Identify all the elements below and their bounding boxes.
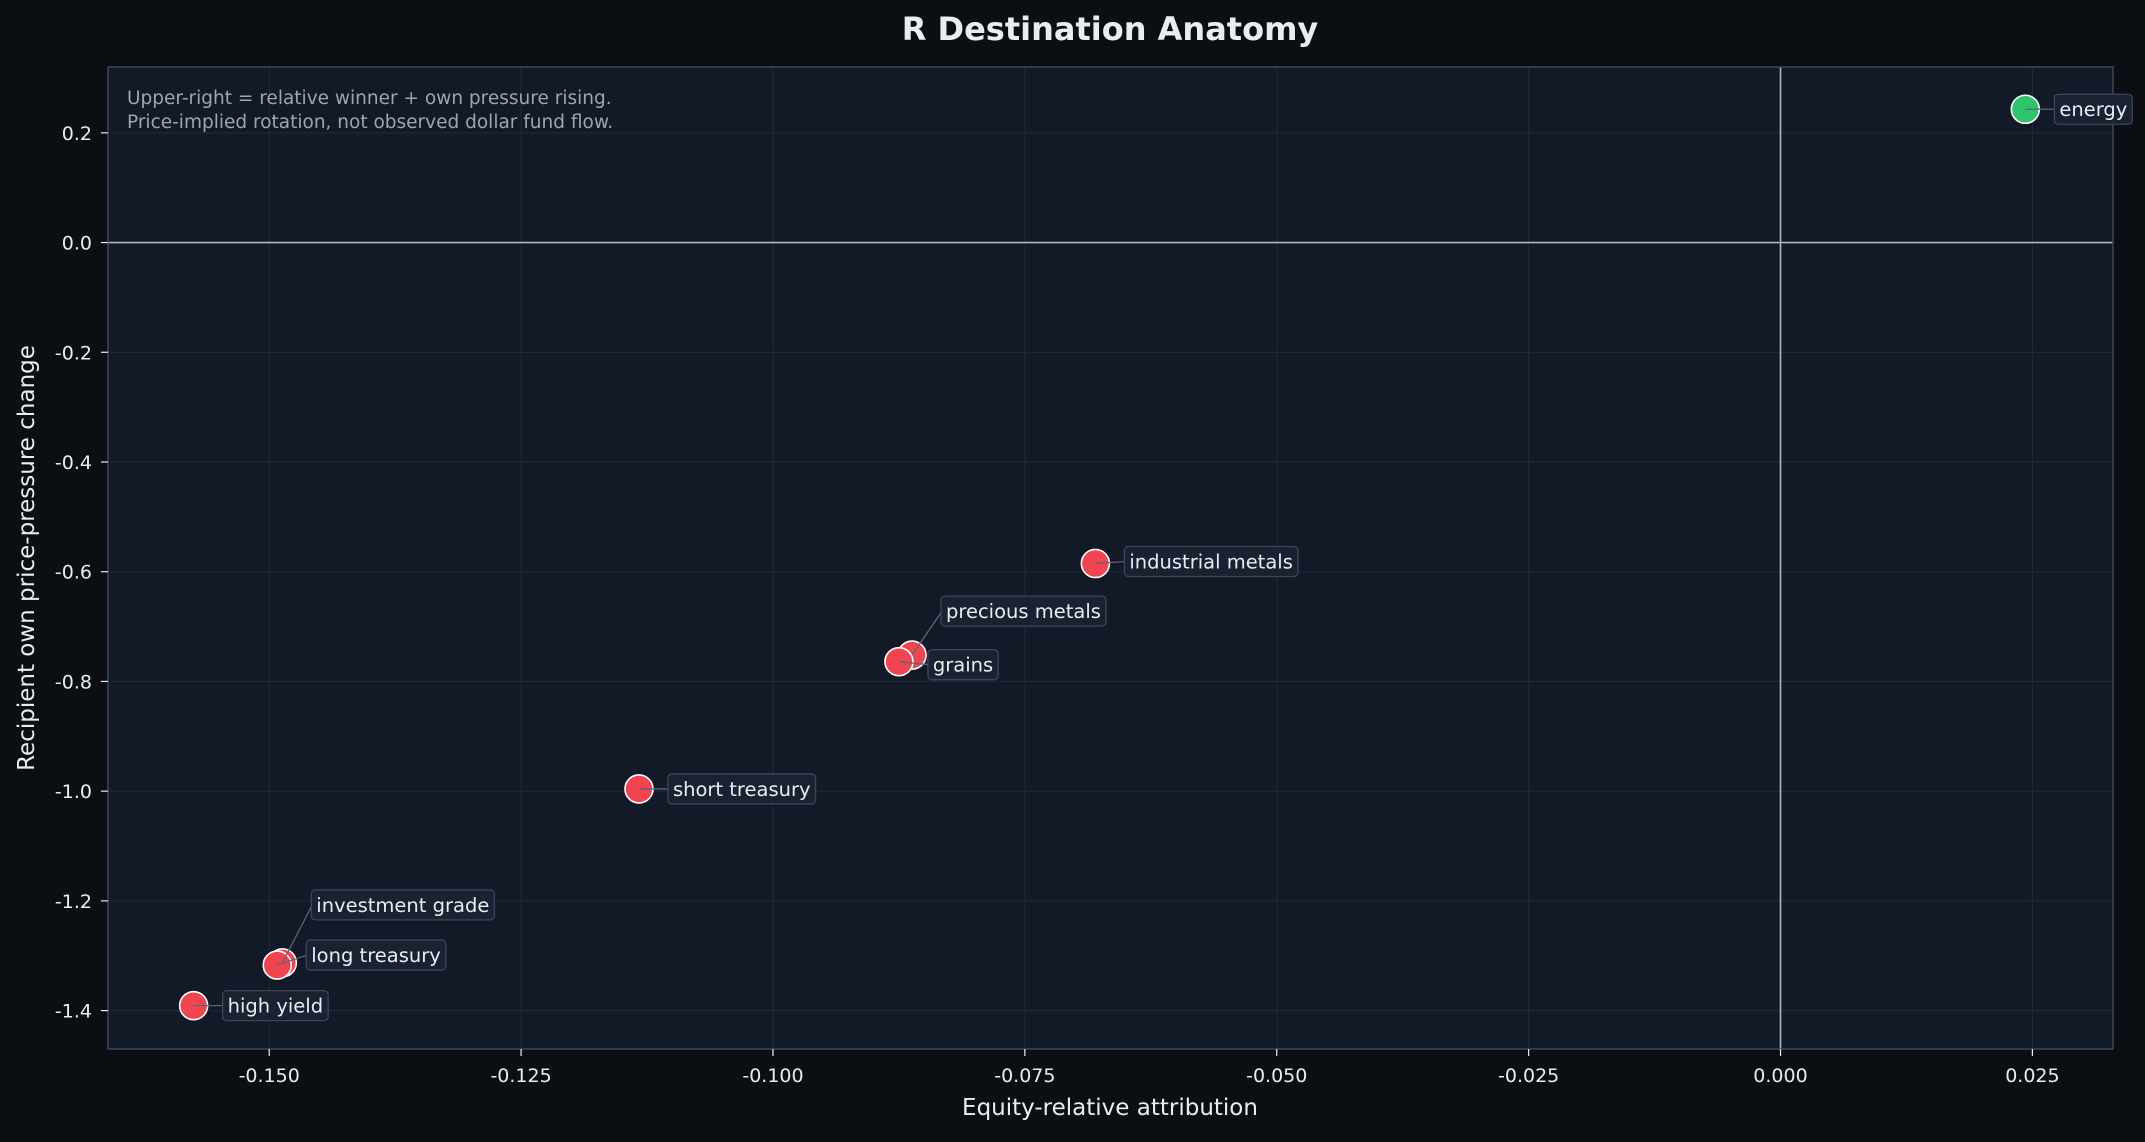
point-label-text: grains	[933, 654, 993, 677]
x-tick-label: 0.025	[2005, 1065, 2059, 1087]
x-tick-label: -0.150	[239, 1065, 300, 1087]
x-axis-label: Equity-relative attribution	[962, 1095, 1258, 1121]
point-label-box	[2053, 93, 2133, 125]
label-leader-line	[277, 954, 308, 966]
point-label-text: short treasury	[673, 778, 811, 801]
chart-title: R Destination Anatomy	[902, 10, 1319, 48]
x-tick-label: -0.075	[994, 1065, 1055, 1087]
y-tick-label: -0.6	[55, 562, 92, 584]
y-tick-label: -0.4	[55, 452, 92, 474]
label-leader-line	[911, 610, 943, 656]
point-label-box	[221, 990, 329, 1022]
point-label: industrial metals	[1123, 545, 1299, 578]
point-label: long treasury	[305, 939, 447, 971]
point-label: high yield	[221, 990, 329, 1022]
point-label-box	[310, 889, 496, 921]
x-tick-label: -0.125	[490, 1065, 551, 1087]
x-tick-label: 0.000	[1753, 1065, 1807, 1087]
y-axis-label: Recipient own price-pressure change	[14, 345, 40, 771]
point-label-box	[940, 595, 1107, 627]
point-label-box	[667, 773, 817, 805]
y-tick-label: -0.8	[55, 671, 92, 693]
x-tick-label: -0.025	[1498, 1065, 1559, 1087]
y-tick-label: -1.4	[55, 1001, 92, 1023]
point-label-text: long treasury	[311, 944, 441, 967]
data-labels: energy industrial metals precious metals gr…	[193, 93, 2133, 1022]
point-label: energy	[2053, 93, 2133, 125]
chart-annotation-line-1: Upper-right = relative winner + own pres…	[127, 88, 612, 109]
point-label-text: industrial metals	[1129, 550, 1292, 573]
point-label: precious metals	[940, 595, 1107, 627]
y-tick-label: -0.2	[55, 342, 92, 364]
label-leader-line	[281, 904, 313, 964]
point-label: short treasury	[667, 773, 817, 805]
plot-background	[108, 67, 2113, 1049]
y-tick-label: -1.0	[55, 781, 92, 803]
plot-frame	[107, 66, 2114, 1050]
point-label-text: investment grade	[316, 894, 489, 917]
plot-area	[107, 66, 2114, 1050]
point-label-box	[1123, 545, 1299, 578]
x-tick-label: -0.050	[1246, 1065, 1307, 1087]
point-label: investment grade	[310, 889, 496, 921]
point-label-text: high yield	[228, 995, 323, 1018]
chart-annotation-line-2: Price-implied rotation, not observed dol…	[127, 112, 613, 133]
y-tick-label: 0.2	[62, 123, 92, 145]
label-leader-line	[1095, 560, 1126, 565]
point-label-box	[927, 649, 999, 681]
point-label-text: precious metals	[946, 600, 1101, 623]
label-leader-line	[898, 661, 929, 666]
point-label-box	[305, 939, 447, 971]
point-label: grains	[927, 649, 999, 681]
point-label-text: energy	[2059, 98, 2127, 121]
x-tick-label: -0.100	[742, 1065, 803, 1087]
y-tick-label: -1.2	[55, 891, 92, 913]
y-tick-label: 0.0	[62, 233, 92, 255]
